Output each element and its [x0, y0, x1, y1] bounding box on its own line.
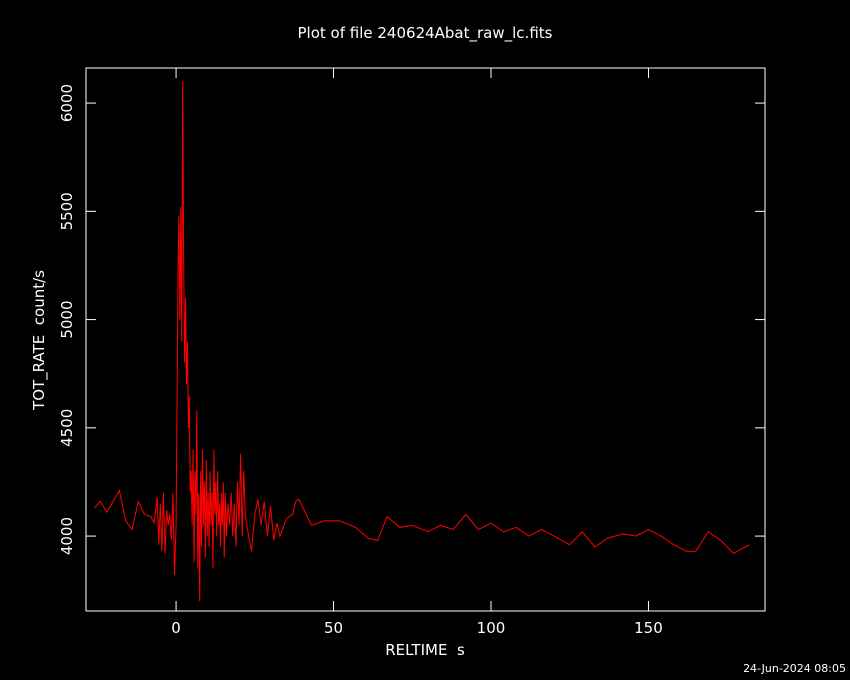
data-line: [93, 81, 750, 602]
y-tick-label: 5000: [58, 300, 76, 338]
y-tick-label: 4500: [58, 409, 76, 447]
x-tick-label: 150: [634, 619, 663, 637]
x-tick-label: 100: [477, 619, 506, 637]
x-tick-label: 0: [171, 619, 181, 637]
y-tick-label: 4000: [58, 517, 76, 555]
y-tick-label: 6000: [58, 84, 76, 122]
x-axis-label: RELTIME s: [385, 641, 465, 659]
y-tick-label: 5500: [58, 192, 76, 230]
chart-title: Plot of file 240624Abat_raw_lc.fits: [298, 24, 553, 43]
y-axis-label: TOT_RATE count/s: [30, 270, 49, 411]
x-tick-label: 50: [324, 619, 343, 637]
timestamp: 24-Jun-2024 08:05: [743, 662, 846, 675]
plot-frame: [85, 67, 766, 612]
